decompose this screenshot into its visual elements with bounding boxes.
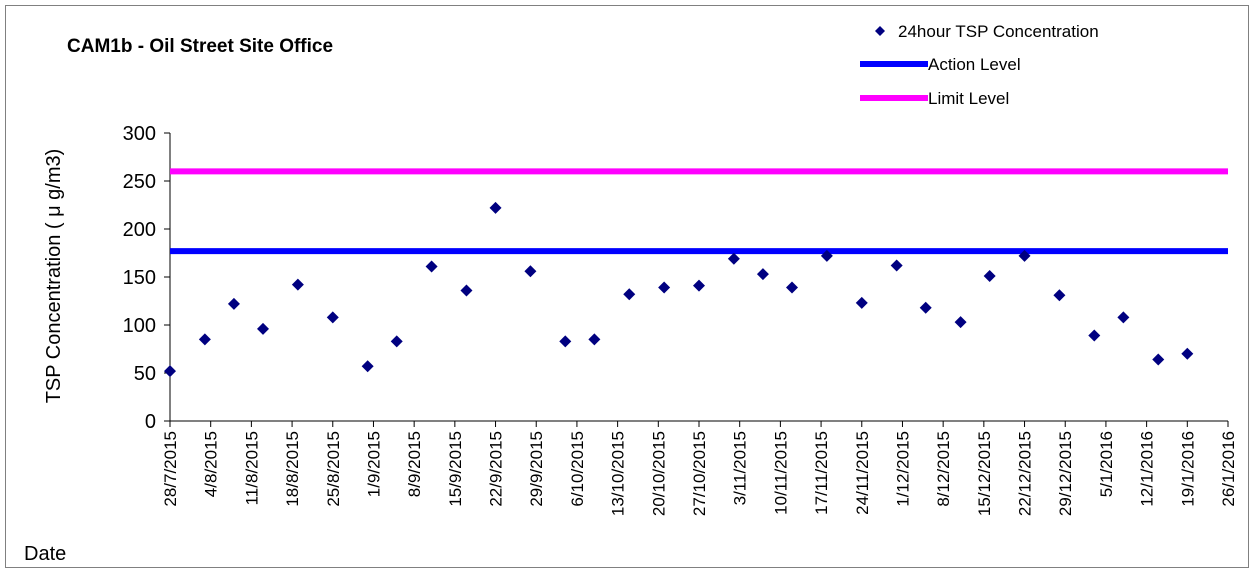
x-tick-label: 13/10/2015 <box>609 431 628 516</box>
x-tick-label: 24/11/2015 <box>853 431 872 515</box>
x-tick-label: 1/12/2015 <box>893 431 912 507</box>
data-point <box>820 249 833 262</box>
x-tick-label: 29/12/2015 <box>1056 431 1075 516</box>
chart-title: CAM1b - Oil Street Site Office <box>67 36 333 57</box>
x-tick-label: 12/1/2016 <box>1138 431 1157 507</box>
legend: 24hour TSP Concentration Action Level Li… <box>860 22 1099 108</box>
data-point <box>1053 289 1066 302</box>
data-point <box>460 284 473 297</box>
x-tick-label: 19/1/2016 <box>1178 431 1197 507</box>
legend-label-tsp: 24hour TSP Concentration <box>898 22 1099 41</box>
data-point <box>890 259 903 272</box>
x-axis-label: Date <box>24 543 66 565</box>
data-point <box>623 288 636 301</box>
y-tick-label: 300 <box>123 123 156 145</box>
x-tick-label: 22/9/2015 <box>487 431 506 507</box>
x-tick-label: 4/8/2015 <box>202 431 221 497</box>
data-point <box>489 201 502 214</box>
x-tick-labels: 28/7/2015 4/8/2015 11/8/2015 18/8/2015 25/8/… <box>161 431 1238 516</box>
data-point <box>954 316 967 329</box>
x-tick-label: 10/11/2015 <box>771 431 790 515</box>
data-point <box>919 301 932 314</box>
x-tick-label: 15/9/2015 <box>446 431 465 507</box>
axes <box>164 132 1229 427</box>
chart-frame <box>5 5 1249 568</box>
x-tick-label: 22/12/2015 <box>1016 431 1035 516</box>
data-point <box>756 268 769 281</box>
x-tick-label: 8/9/2015 <box>405 431 424 497</box>
data-point <box>1152 353 1165 366</box>
data-point <box>786 281 799 294</box>
data-point <box>257 322 270 335</box>
data-point <box>559 335 572 348</box>
data-point <box>693 279 705 292</box>
data-point <box>1018 249 1031 262</box>
data-point <box>855 296 868 309</box>
data-point <box>425 260 438 273</box>
data-point <box>390 335 403 348</box>
y-tick-label: 250 <box>123 171 156 193</box>
y-tick-label: 100 <box>123 315 156 337</box>
legend-label-action: Action Level <box>928 55 1021 74</box>
x-tick-label: 11/8/2015 <box>242 431 261 505</box>
data-points <box>164 201 1194 378</box>
data-point <box>983 270 996 283</box>
x-tick-label: 20/10/2015 <box>649 431 668 516</box>
data-point <box>198 333 211 346</box>
y-tick-labels: 0 50 100 150 200 250 300 <box>123 123 156 433</box>
data-point <box>524 265 537 278</box>
data-point <box>361 360 374 373</box>
x-tick-label: 1/9/2015 <box>364 431 383 497</box>
data-point <box>291 278 304 291</box>
x-tick-label: 28/7/2015 <box>161 431 180 507</box>
y-axis-label: TSP Concentration ( μ g/m3) <box>43 149 65 404</box>
x-tick-label: 15/12/2015 <box>975 431 994 516</box>
y-tick-label: 0 <box>145 411 156 433</box>
legend-marker-tsp <box>875 26 885 36</box>
data-point <box>1181 347 1194 360</box>
data-point <box>658 281 671 294</box>
data-point <box>727 252 740 265</box>
y-tick-label: 150 <box>123 267 156 289</box>
data-point <box>227 297 240 310</box>
x-tick-label: 5/1/2016 <box>1097 431 1116 497</box>
data-point <box>1088 329 1101 342</box>
x-tick-label: 6/10/2015 <box>568 431 587 507</box>
data-point <box>1117 311 1130 324</box>
x-tick-label: 8/12/2015 <box>934 431 953 507</box>
data-point <box>326 311 339 324</box>
x-tick-label: 26/1/2016 <box>1219 431 1238 507</box>
x-tick-label: 29/9/2015 <box>527 431 546 507</box>
x-tick-label: 27/10/2015 <box>690 431 709 516</box>
data-point <box>164 365 176 378</box>
y-tick-label: 200 <box>123 219 156 241</box>
data-point <box>588 333 601 346</box>
x-tick-label: 17/11/2015 <box>812 431 831 515</box>
reference-lines <box>170 168 1228 255</box>
x-tick-label: 18/8/2015 <box>283 431 302 507</box>
legend-label-limit: Limit Level <box>928 89 1009 108</box>
y-tick-label: 50 <box>134 363 156 385</box>
x-tick-label: 3/11/2015 <box>731 431 750 505</box>
x-tick-label: 25/8/2015 <box>324 431 343 507</box>
